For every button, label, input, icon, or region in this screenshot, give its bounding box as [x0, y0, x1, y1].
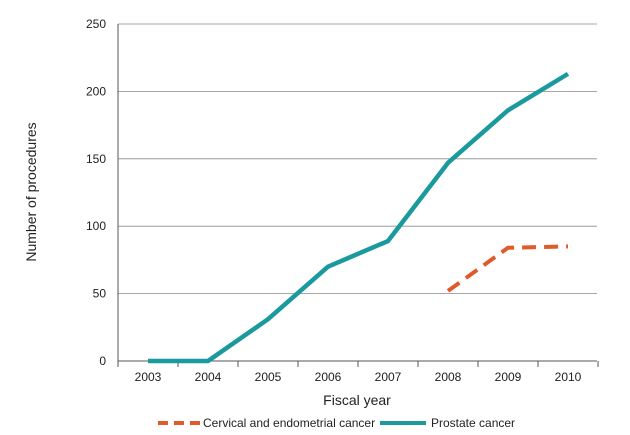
y-tick-label-150: 150 [86, 152, 106, 166]
y-tick-label-250: 250 [86, 17, 106, 31]
y-tick-label-200: 200 [86, 84, 106, 98]
x-tick-labels: 2003 2004 2005 2006 2007 2008 2009 2010 [117, 361, 599, 384]
axes [117, 24, 597, 362]
legend: Cervical and endometrial cancer Prostate … [158, 416, 515, 430]
x-tick-label-2004: 2004 [195, 370, 222, 384]
x-tick-label-2008: 2008 [435, 370, 462, 384]
legend-label-0: Cervical and endometrial cancer [203, 416, 375, 430]
series-lines [148, 71, 570, 364]
x-tick-label-2007: 2007 [375, 370, 402, 384]
series-line-0 [446, 244, 569, 293]
x-tick-label-2009: 2009 [495, 370, 522, 384]
x-tick-label-2006: 2006 [315, 370, 342, 384]
x-axis-title: Fiscal year [323, 392, 391, 408]
y-axis-title: Number of procedures [23, 122, 39, 261]
gridlines [118, 23, 597, 295]
series-line-1 [148, 71, 570, 364]
x-tick-label-2005: 2005 [255, 370, 282, 384]
y-tick-label-0: 0 [99, 354, 106, 368]
x-tick-label-2003: 2003 [135, 370, 162, 384]
y-tick-label-100: 100 [86, 219, 106, 233]
y-tick-label-50: 50 [93, 287, 107, 301]
x-tick-label-2010: 2010 [555, 370, 582, 384]
y-tick-labels: 0 50 100 150 200 250 [86, 17, 106, 368]
legend-label-1: Prostate cancer [431, 416, 515, 430]
